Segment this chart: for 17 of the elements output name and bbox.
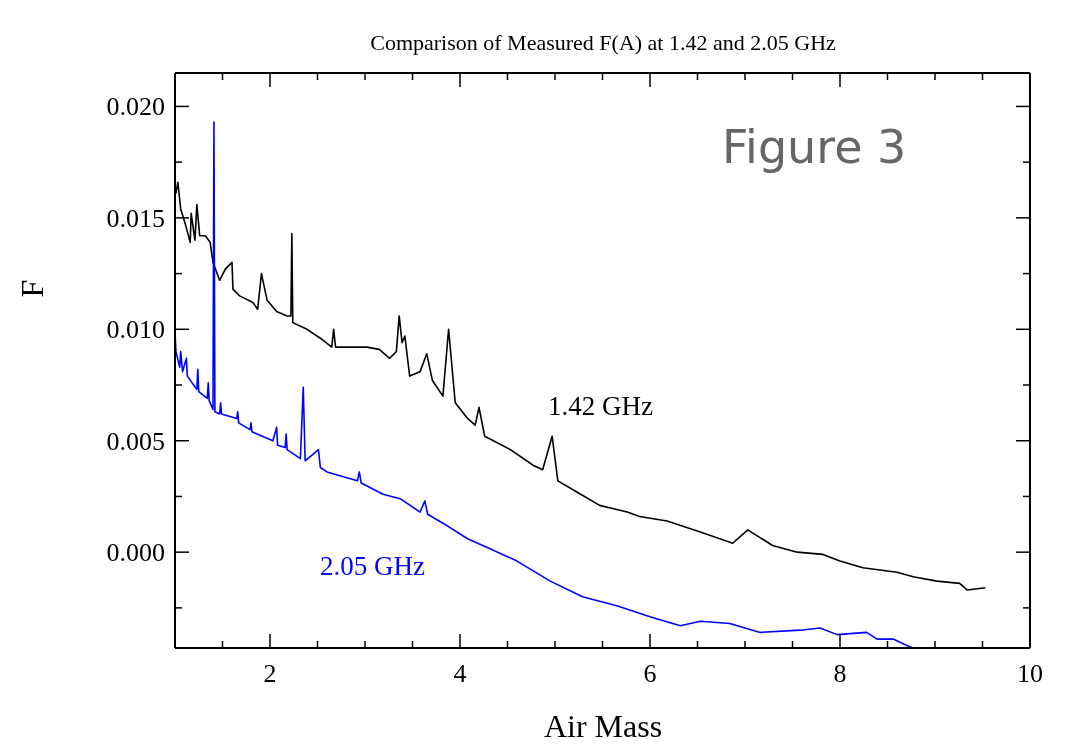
- x-tick-label: 2: [263, 659, 277, 688]
- y-tick-label: 0.015: [106, 203, 165, 233]
- chart-title: Comparison of Measured F(A) at 1.42 and 2.05 GHz: [369, 30, 837, 56]
- x-tick-label: 8: [833, 659, 847, 688]
- y-tick-label: 0.000: [106, 538, 165, 568]
- x-tick-label: 4: [453, 659, 467, 688]
- line-series: [175, 121, 914, 648]
- y-tick-label: 0.005: [106, 426, 165, 456]
- x-tick-label: 6: [643, 659, 657, 688]
- y-tick-label: 0.010: [106, 315, 165, 345]
- annotation: Figure 3: [722, 120, 907, 174]
- series-label: 2.05 GHz: [320, 551, 425, 582]
- x-axis-title: Air Mass: [542, 708, 664, 745]
- y-axis-title: F: [14, 279, 52, 298]
- series-label: 1.42 GHz: [548, 391, 653, 422]
- x-tick-label: 10: [1017, 659, 1043, 688]
- y-tick-label: 0.020: [106, 92, 165, 122]
